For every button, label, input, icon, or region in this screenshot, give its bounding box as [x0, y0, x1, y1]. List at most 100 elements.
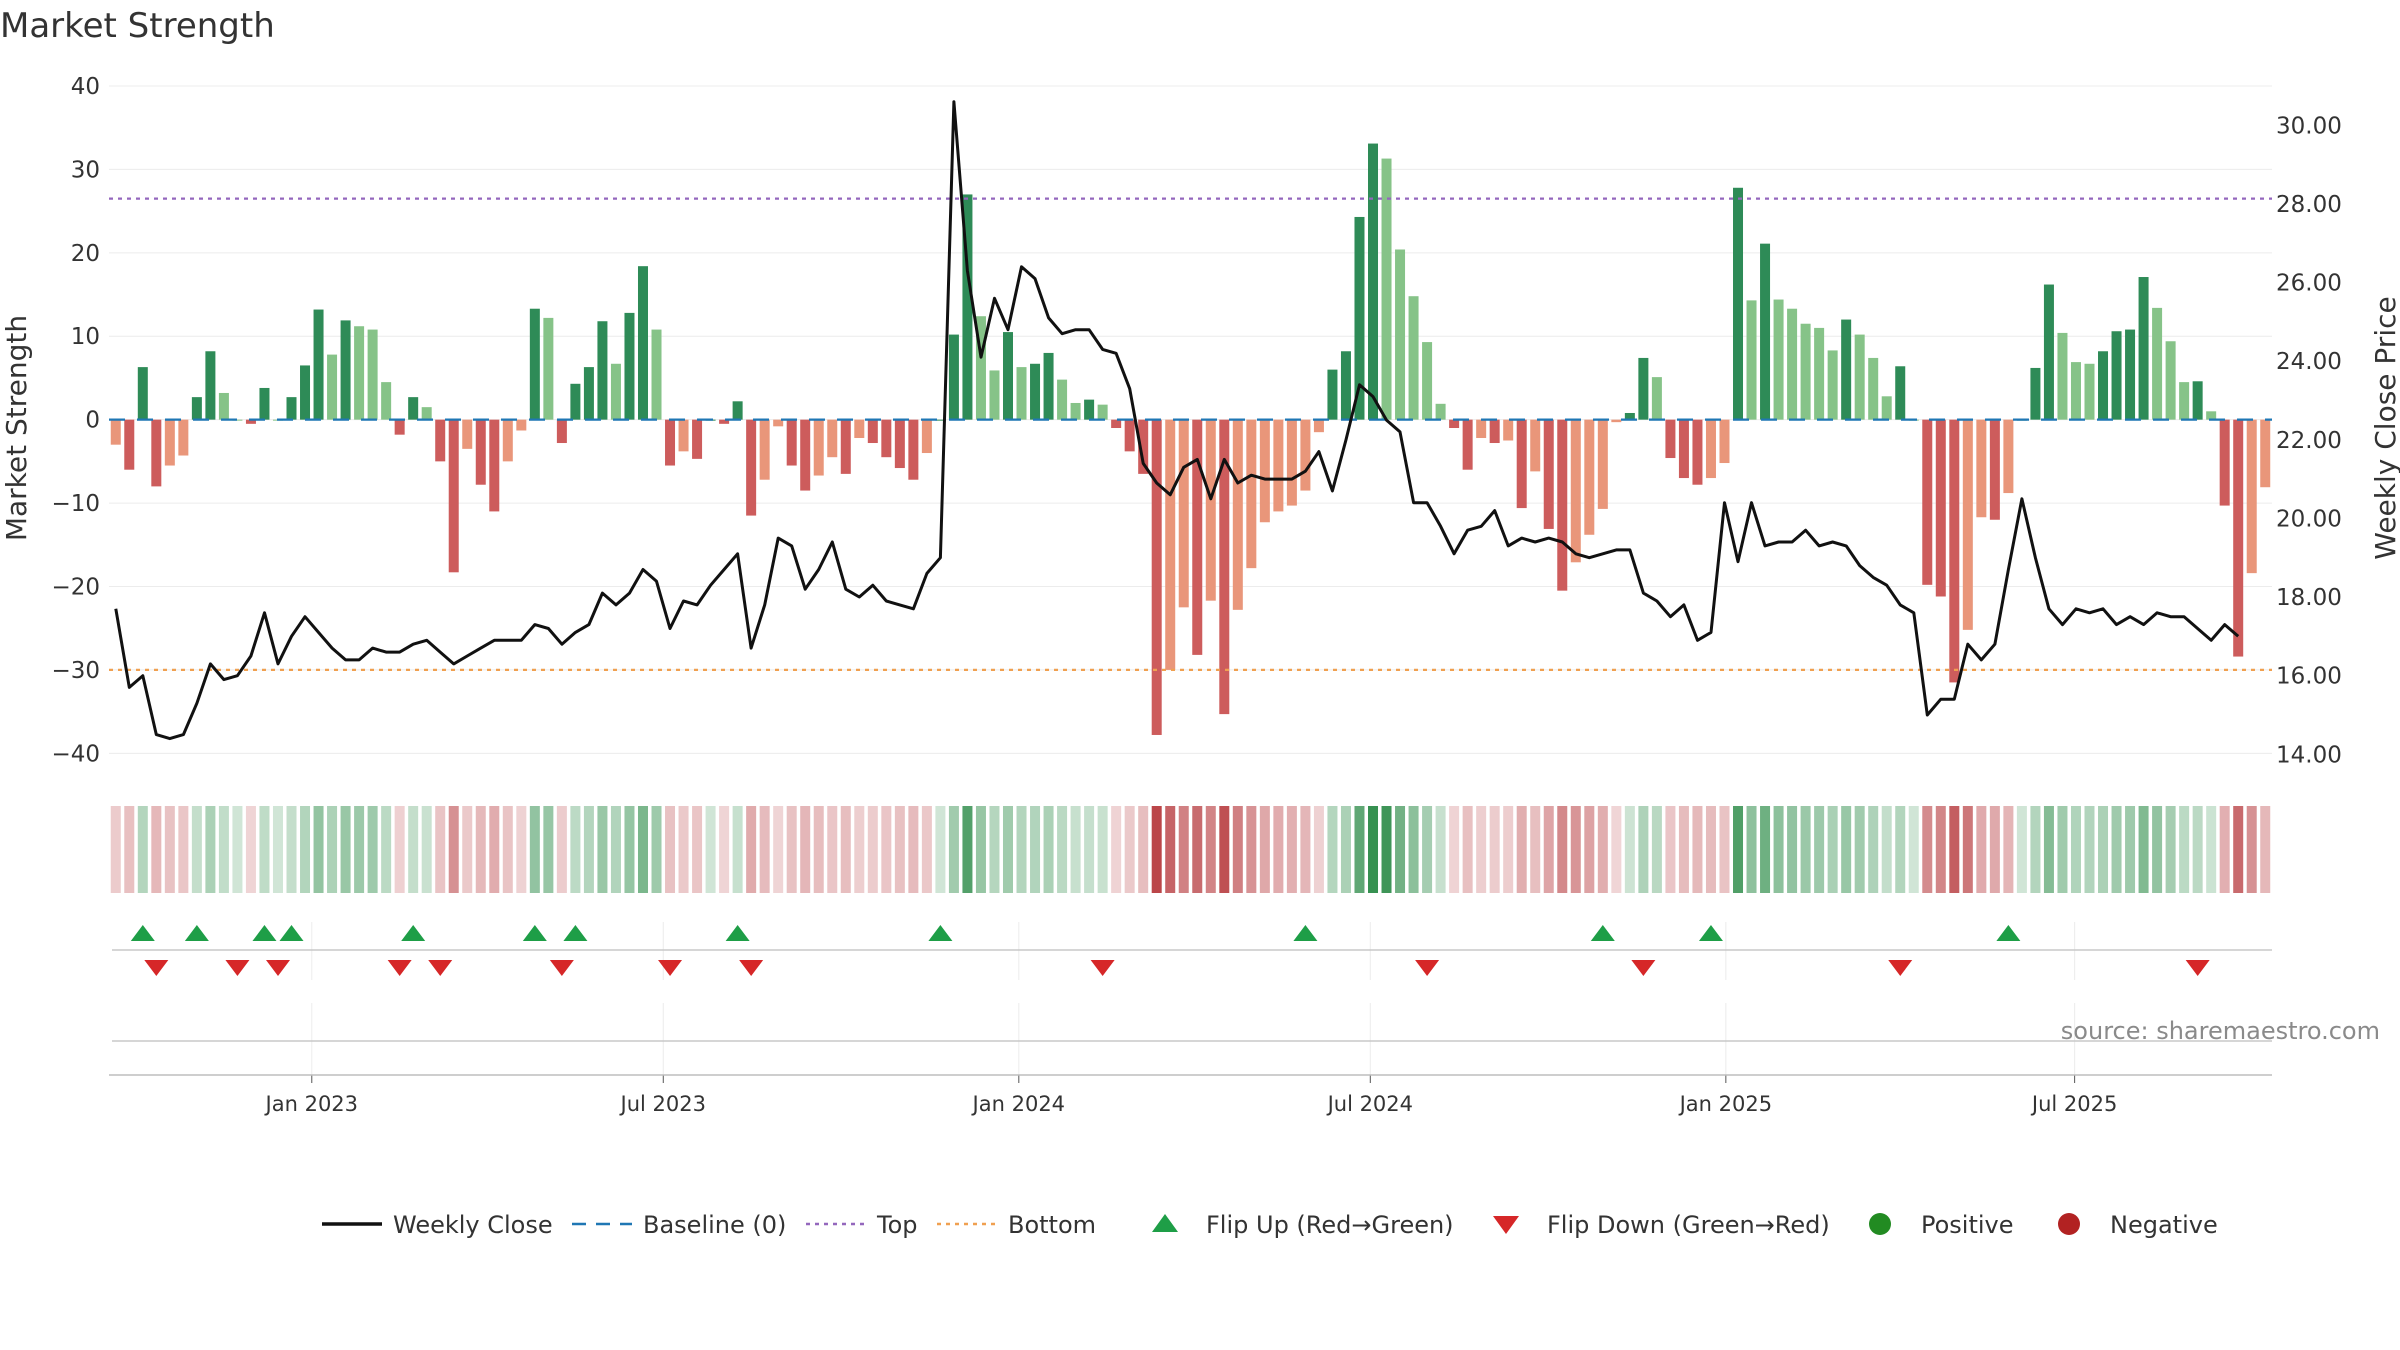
flip-up-marker: [522, 925, 547, 941]
strength-band-cell: [1084, 806, 1095, 893]
strength-band-cell: [1354, 806, 1365, 893]
strength-band-cell: [1787, 806, 1798, 893]
strength-bar: [489, 419, 500, 512]
strength-bar: [1570, 419, 1581, 563]
strength-band-cell: [989, 806, 1000, 893]
strength-band-cell: [1678, 806, 1689, 893]
strength-band-cell: [1286, 806, 1297, 893]
strength-bar: [583, 367, 594, 420]
strength-bar: [1165, 419, 1176, 670]
strength-band-cell: [1597, 806, 1608, 893]
strength-bar: [1705, 419, 1716, 479]
flip-up-marker: [563, 925, 588, 941]
flip-up-marker: [928, 925, 953, 941]
strength-band-cell: [1124, 806, 1135, 893]
strength-bar: [313, 309, 324, 420]
strength-band-cell: [746, 806, 757, 893]
strength-band-cell: [1989, 806, 2000, 893]
flip-down-marker: [739, 960, 764, 976]
flip-down-marker: [1631, 960, 1656, 976]
legend-label: Positive: [1921, 1211, 2014, 1239]
x-tick-label: Jan 2023: [264, 1092, 359, 1116]
strength-bar: [2057, 332, 2068, 420]
strength-bar: [1327, 369, 1338, 420]
strength-bar: [813, 419, 824, 476]
strength-band-cell: [218, 806, 229, 893]
strength-bar: [1787, 308, 1798, 420]
strength-bar: [1624, 412, 1635, 420]
strength-band-cell: [475, 806, 486, 893]
strength-band-cell: [2233, 806, 2244, 893]
strength-bar: [2003, 419, 2014, 494]
y2-tick-label: 24.00: [2276, 349, 2342, 375]
legend-label: Negative: [2110, 1211, 2218, 1239]
strength-band-cell: [583, 806, 594, 893]
flip-down-marker: [2185, 960, 2210, 976]
strength-bar: [719, 419, 730, 424]
flip-up-marker: [1590, 925, 1615, 941]
strength-bar: [1449, 419, 1460, 428]
strength-band-cell: [435, 806, 446, 893]
strength-bar: [1760, 243, 1771, 420]
flip-markers: [130, 925, 2210, 976]
strength-bar: [1476, 419, 1487, 439]
flip-up-marker: [252, 925, 277, 941]
strength-band-cell: [1611, 806, 1622, 893]
strength-band: [110, 806, 2271, 893]
legend-item: Negative: [2058, 1211, 2218, 1239]
strength-band-cell: [259, 806, 270, 893]
strength-bar: [1895, 366, 1906, 420]
strength-band-cell: [205, 806, 216, 893]
strength-band-cell: [462, 806, 473, 893]
legend-item: Bottom: [937, 1211, 1096, 1239]
strength-bar: [1354, 216, 1365, 420]
strength-band-cell: [516, 806, 527, 893]
strength-bar: [1530, 419, 1541, 472]
strength-band-cell: [1543, 806, 1554, 893]
strength-band-cell: [2084, 806, 2095, 893]
strength-band-cell: [1624, 806, 1635, 893]
strength-bar: [448, 419, 459, 573]
strength-band-cell: [1570, 806, 1581, 893]
strength-bar: [1124, 419, 1135, 452]
source-credit: source: sharemaestro.com: [2061, 1017, 2380, 1045]
strength-band-cell: [1435, 806, 1446, 893]
y-tick-label: 30: [71, 157, 100, 183]
strength-band-cell: [340, 806, 351, 893]
strength-bar: [678, 419, 689, 452]
strength-band-cell: [1895, 806, 1906, 893]
strength-bar: [245, 419, 256, 424]
strength-band-cell: [2260, 806, 2271, 893]
strength-band-cell: [1381, 806, 1392, 893]
legend-swatch: [2058, 1213, 2080, 1235]
legend-label: Flip Down (Green→Red): [1547, 1211, 1830, 1239]
strength-band-cell: [1313, 806, 1324, 893]
strength-bar: [637, 266, 648, 420]
y2-axis-label: Weekly Close Price: [2369, 296, 2400, 559]
strength-band-cell: [2152, 806, 2163, 893]
strength-bar: [421, 407, 432, 420]
strength-bar: [381, 382, 392, 420]
strength-bar: [1543, 419, 1554, 529]
strength-band-cell: [840, 806, 851, 893]
strength-bar: [2233, 419, 2244, 657]
strength-band-cell: [786, 806, 797, 893]
strength-bar: [840, 419, 851, 474]
strength-bar: [1219, 419, 1230, 715]
strength-band-cell: [394, 806, 405, 893]
strength-bar: [1246, 419, 1257, 569]
legend-label: Weekly Close: [393, 1211, 553, 1239]
strength-bar: [1854, 334, 1865, 420]
strength-band-cell: [543, 806, 554, 893]
strength-bar: [556, 419, 567, 444]
strength-band-cell: [448, 806, 459, 893]
strength-band-cell: [1246, 806, 1257, 893]
strength-band-cell: [1638, 806, 1649, 893]
reference-lines: [109, 197, 2272, 672]
y-tick-label: 10: [71, 324, 100, 350]
strength-bar: [516, 419, 527, 431]
strength-bar: [1340, 351, 1351, 420]
strength-band-cell: [1868, 806, 1879, 893]
strength-bar: [110, 419, 121, 445]
legend-label: Flip Up (Red→Green): [1206, 1211, 1454, 1239]
